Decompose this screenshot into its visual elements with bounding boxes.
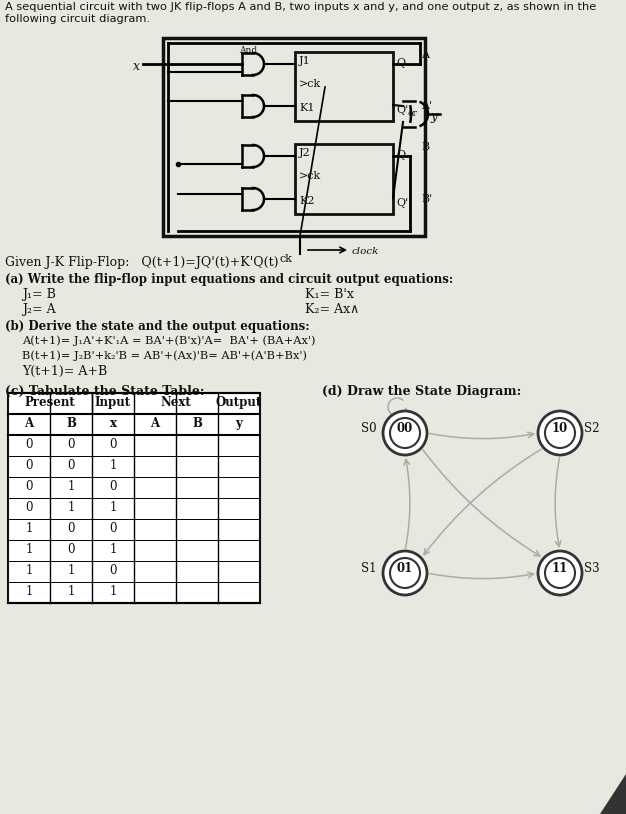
Text: Input: Input: [95, 396, 131, 409]
Circle shape: [538, 411, 582, 455]
Circle shape: [545, 418, 575, 448]
Circle shape: [383, 551, 427, 595]
Text: 1: 1: [68, 564, 74, 577]
Text: >ck: >ck: [299, 171, 321, 181]
Text: B: B: [192, 417, 202, 430]
Text: 1: 1: [110, 459, 116, 472]
Bar: [8, 393, 260, 603]
Text: A(t+1)= J₁A'+K'₁A = BA'+(B'x)'A=  BA'+ (BA+Ax'): A(t+1)= J₁A'+K'₁A = BA'+(B'x)'A= BA'+ (B…: [22, 335, 316, 346]
Text: Y(t+1)= A+B: Y(t+1)= A+B: [22, 365, 107, 378]
Text: A: A: [421, 50, 429, 60]
Text: K1: K1: [299, 103, 314, 113]
Text: Next: Next: [161, 396, 192, 409]
Text: 1: 1: [68, 480, 74, 493]
Text: clock: clock: [352, 247, 379, 256]
Text: 1: 1: [110, 543, 116, 556]
Text: 1: 1: [68, 501, 74, 514]
Text: J₂= A: J₂= A: [22, 303, 56, 316]
Text: x: x: [133, 60, 140, 73]
Text: Given J-K Flip-Flop:   Q(t+1)=JQ'(t)+K'Q(t): Given J-K Flip-Flop: Q(t+1)=JQ'(t)+K'Q(t…: [5, 256, 279, 269]
Text: 1: 1: [25, 564, 33, 577]
Text: 0: 0: [110, 480, 117, 493]
Circle shape: [538, 551, 582, 595]
Text: 0: 0: [25, 480, 33, 493]
Text: 1: 1: [110, 585, 116, 598]
Text: S3: S3: [584, 562, 600, 575]
Circle shape: [383, 411, 427, 455]
Text: B: B: [421, 142, 429, 152]
Text: Q': Q': [396, 198, 408, 208]
Text: 0: 0: [25, 438, 33, 451]
Text: 1: 1: [25, 543, 33, 556]
Circle shape: [390, 418, 420, 448]
Text: B: B: [66, 417, 76, 430]
Text: 0: 0: [67, 459, 74, 472]
Text: And: And: [239, 46, 257, 55]
Text: Q: Q: [396, 58, 405, 68]
Text: 0: 0: [110, 438, 117, 451]
Text: following circuit diagram.: following circuit diagram.: [5, 14, 150, 24]
Text: S2: S2: [584, 422, 600, 435]
Text: (c) Tabulate the State Table:: (c) Tabulate the State Table:: [5, 385, 205, 398]
Text: A: A: [24, 417, 34, 430]
Text: Q: Q: [396, 150, 405, 160]
Text: y: y: [235, 417, 242, 430]
Text: 0: 0: [67, 522, 74, 535]
Polygon shape: [600, 774, 626, 814]
Text: B': B': [421, 194, 432, 204]
Text: y: y: [430, 110, 437, 123]
Text: S0: S0: [361, 422, 377, 435]
Bar: [163, 38, 425, 236]
Text: A': A': [421, 101, 432, 111]
Text: 0: 0: [25, 459, 33, 472]
Text: K₂= Ax∧: K₂= Ax∧: [305, 303, 359, 316]
Circle shape: [390, 558, 420, 588]
Text: 1: 1: [25, 585, 33, 598]
Text: 00: 00: [397, 422, 413, 435]
Text: J₁= B: J₁= B: [22, 288, 56, 301]
Text: Present: Present: [24, 396, 75, 409]
Text: 1: 1: [110, 501, 116, 514]
Text: (b) Derive the state and the output equations:: (b) Derive the state and the output equa…: [5, 320, 310, 333]
Circle shape: [545, 558, 575, 588]
Text: or: or: [407, 109, 417, 118]
Bar: [295, 52, 393, 121]
Text: K₁= B'x: K₁= B'x: [305, 288, 354, 301]
Text: Q': Q': [396, 105, 408, 115]
Text: 0: 0: [67, 543, 74, 556]
Text: A sequential circuit with two JK flip-flops A and B, two inputs x and y, and one: A sequential circuit with two JK flip-fl…: [5, 2, 596, 12]
Text: 0: 0: [67, 438, 74, 451]
Text: 0: 0: [110, 564, 117, 577]
Bar: [295, 144, 393, 214]
Text: (d) Draw the State Diagram:: (d) Draw the State Diagram:: [322, 385, 521, 398]
Text: A: A: [150, 417, 160, 430]
Text: 1: 1: [25, 522, 33, 535]
Text: J2: J2: [299, 148, 310, 158]
Text: 11: 11: [552, 562, 568, 575]
Text: 10: 10: [552, 422, 568, 435]
Text: 0: 0: [110, 522, 117, 535]
Text: S1: S1: [361, 562, 376, 575]
Text: 0: 0: [25, 501, 33, 514]
Text: J1: J1: [299, 56, 310, 66]
Text: 01: 01: [397, 562, 413, 575]
Text: K2: K2: [299, 196, 314, 206]
Text: ck: ck: [280, 254, 293, 264]
Text: x: x: [110, 417, 116, 430]
Text: B(t+1)= J₂B'+k₂'B = AB'+(Ax)'B= AB'+(A'B+Bx'): B(t+1)= J₂B'+k₂'B = AB'+(Ax)'B= AB'+(A'B…: [22, 350, 307, 361]
Text: (a) Write the flip-flop input equations and circuit output equations:: (a) Write the flip-flop input equations …: [5, 273, 453, 286]
Text: >ck: >ck: [299, 79, 321, 89]
Text: 1: 1: [68, 585, 74, 598]
Text: Output: Output: [216, 396, 262, 409]
